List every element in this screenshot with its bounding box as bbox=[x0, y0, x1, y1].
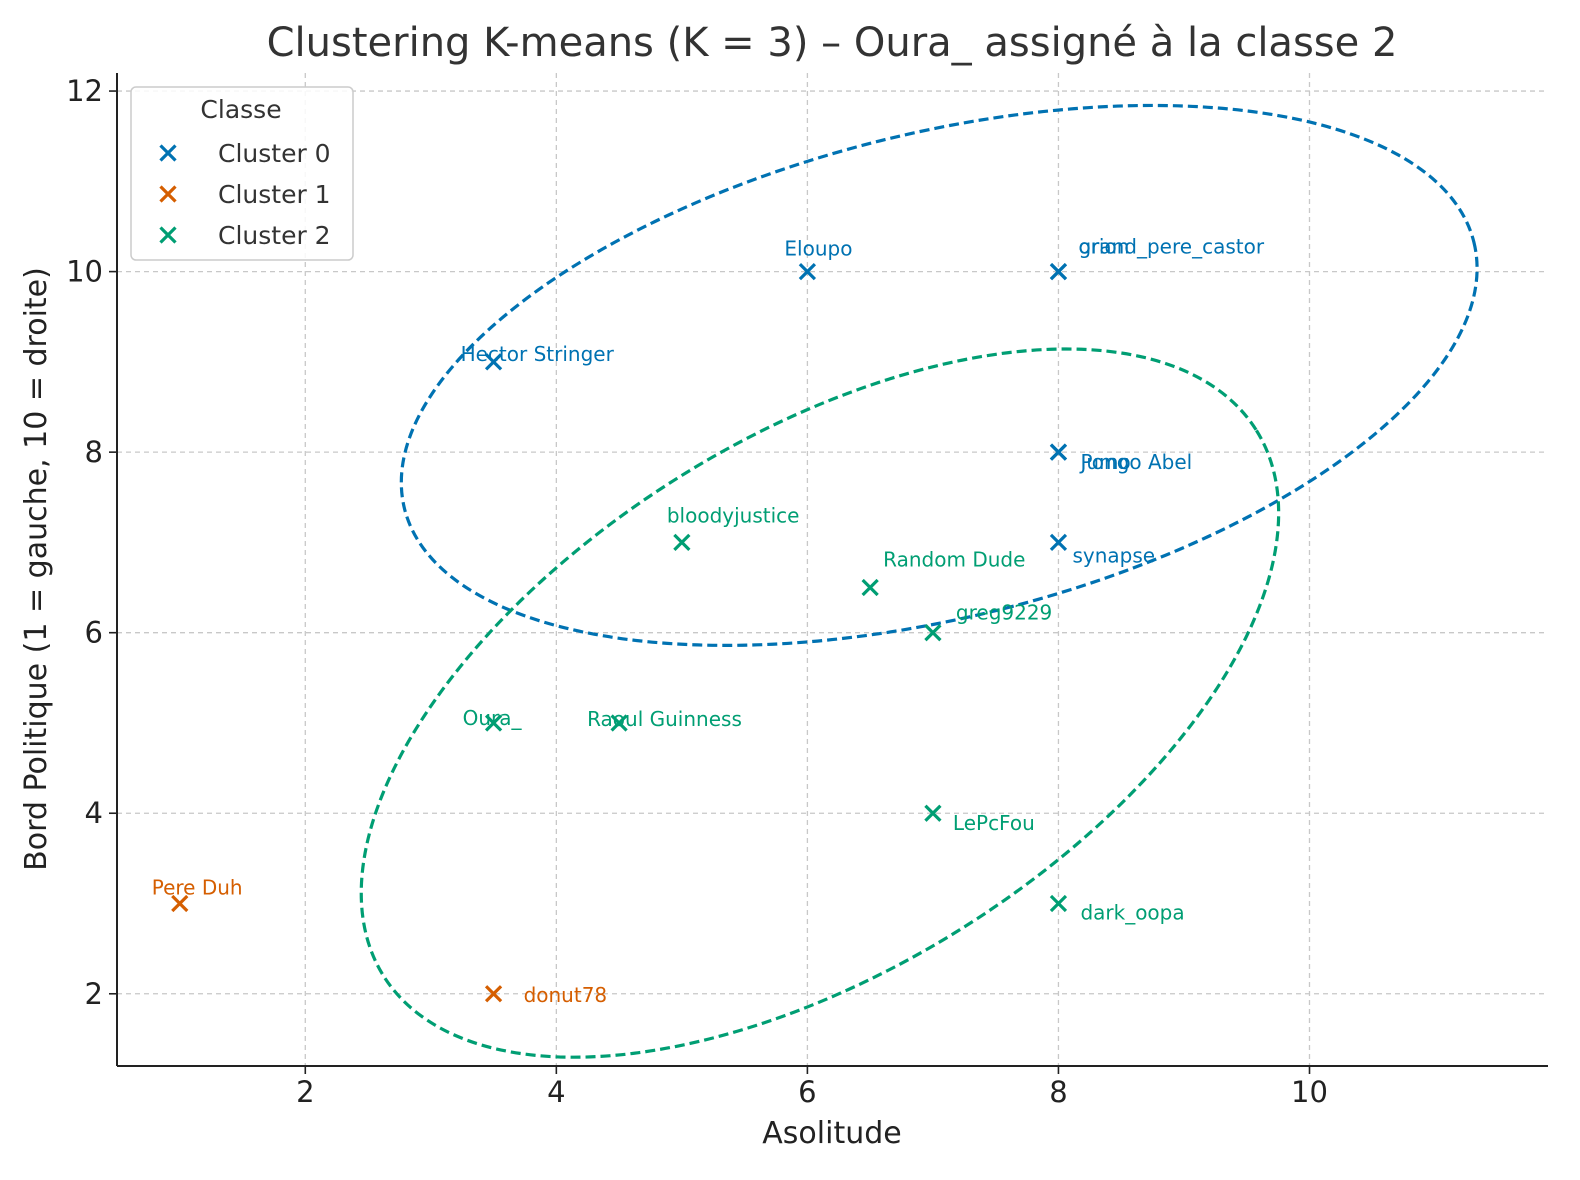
point-marker-lepcfou bbox=[924, 804, 942, 822]
x-tick-label-6: 6 bbox=[798, 1075, 816, 1109]
point-label-grand-pere-castor: grand_pere_castor bbox=[1078, 235, 1264, 259]
point-label-pere-duh: Pere Duh bbox=[152, 876, 243, 900]
point-marker-dark-oopa bbox=[1049, 894, 1068, 913]
legend-label-cluster-1: Cluster 1 bbox=[218, 180, 331, 209]
y-tick-label-12: 12 bbox=[66, 74, 103, 108]
y-tick-label-6: 6 bbox=[85, 616, 103, 650]
point-synapse: synapse bbox=[1049, 533, 1155, 567]
legend-marker-cluster-1 bbox=[159, 185, 177, 203]
point-marker-pere-duh bbox=[171, 894, 189, 913]
point-label-lepcfou: LePcFou bbox=[953, 811, 1035, 835]
legend-item-cluster-1: Cluster 1 bbox=[159, 180, 331, 209]
ellipse-cluster-2 bbox=[359, 347, 1281, 1059]
point-label-oura: Oura_ bbox=[463, 706, 523, 730]
cluster-ellipses bbox=[359, 103, 1479, 1059]
point-label-eloupo: Eloupo bbox=[784, 237, 852, 261]
point-raoul-guinness: Raoul Guinness bbox=[587, 707, 742, 732]
point-marker-bloodyjustice bbox=[673, 533, 691, 552]
point-label-donut78: donut78 bbox=[524, 983, 608, 1007]
point-marker-pongo-abel bbox=[1049, 443, 1068, 461]
point-bloodyjustice: bloodyjustice bbox=[667, 503, 800, 552]
legend-marker-cluster-0 bbox=[159, 144, 177, 162]
point-marker-orion bbox=[1049, 262, 1068, 281]
point-label-jumo: Jumo bbox=[1078, 450, 1130, 474]
point-pongo-abel: Pongo Abel bbox=[1049, 443, 1192, 474]
ticks: 2 4 6 8 10 2 4 6 8 10 12 bbox=[66, 74, 1328, 1109]
point-donut78: donut78 bbox=[484, 983, 608, 1007]
point-label-random-dude: Random Dude bbox=[883, 548, 1025, 572]
y-tick-label-4: 4 bbox=[85, 796, 103, 830]
y-tick-label-10: 10 bbox=[66, 255, 103, 289]
point-random-dude: Random Dude bbox=[861, 548, 1025, 597]
point-label-pongo-abel: Pongo Abel bbox=[1080, 450, 1192, 474]
legend-title: Classe bbox=[200, 95, 281, 124]
point-marker-random-dude bbox=[861, 578, 879, 597]
legend-marker-cluster-2 bbox=[159, 226, 177, 244]
legend-box bbox=[130, 86, 354, 261]
x-tick-label-8: 8 bbox=[1049, 1075, 1067, 1109]
ellipse-cluster-0 bbox=[399, 103, 1479, 647]
point-label-synapse: synapse bbox=[1072, 543, 1155, 567]
x-tick-label-2: 2 bbox=[296, 1075, 314, 1109]
y-tick-label-8: 8 bbox=[85, 435, 103, 469]
y-axis-label: Bord Politique (1 = gauche, 10 = droite) bbox=[19, 267, 54, 871]
point-eloupo: Eloupo bbox=[784, 237, 852, 281]
chart-title: Clustering K-means (K = 3) – Oura_ assig… bbox=[267, 20, 1398, 66]
point-label-orion: orion bbox=[1078, 235, 1129, 259]
legend-label-cluster-0: Cluster 0 bbox=[218, 139, 331, 168]
x-tick-label-4: 4 bbox=[547, 1075, 565, 1109]
legend-item-cluster-0: Cluster 0 bbox=[159, 139, 331, 168]
point-marker-synapse bbox=[1049, 533, 1068, 552]
point-marker-greg9229 bbox=[924, 624, 942, 642]
point-greg9229: greg9229 bbox=[924, 601, 1052, 642]
legend: Classe Cluster 0 Cluster 1 Cluster 2 bbox=[130, 86, 354, 261]
point-oura: Oura_ bbox=[463, 706, 523, 732]
point-marker-eloupo bbox=[798, 262, 817, 281]
x-tick-label-10: 10 bbox=[1291, 1075, 1328, 1109]
x-axis-label: Asolitude bbox=[762, 1116, 901, 1151]
legend-label-cluster-2: Cluster 2 bbox=[218, 221, 331, 250]
point-marker-donut78 bbox=[484, 985, 503, 1003]
point-label-bloodyjustice: bloodyjustice bbox=[667, 503, 800, 527]
legend-item-cluster-2: Cluster 2 bbox=[159, 221, 331, 250]
point-label-greg9229: greg9229 bbox=[956, 601, 1052, 625]
point-dark-oopa: dark_oopa bbox=[1049, 894, 1185, 925]
point-marker-hector-stringer bbox=[484, 353, 503, 371]
point-pere-duh: Pere Duh bbox=[152, 876, 243, 913]
point-lepcfou: LePcFou bbox=[924, 804, 1035, 835]
point-label-raoul-guinness: Raoul Guinness bbox=[587, 707, 742, 731]
point-marker-raoul-guinness bbox=[610, 714, 628, 732]
point-marker-oura bbox=[484, 714, 503, 732]
point-orion: orion bbox=[1049, 235, 1129, 281]
point-label-dark-oopa: dark_oopa bbox=[1080, 901, 1184, 925]
point-hector-stringer: Hector Stringer bbox=[461, 342, 615, 371]
y-tick-label-2: 2 bbox=[85, 977, 103, 1011]
point-label-hector-stringer: Hector Stringer bbox=[461, 342, 615, 366]
